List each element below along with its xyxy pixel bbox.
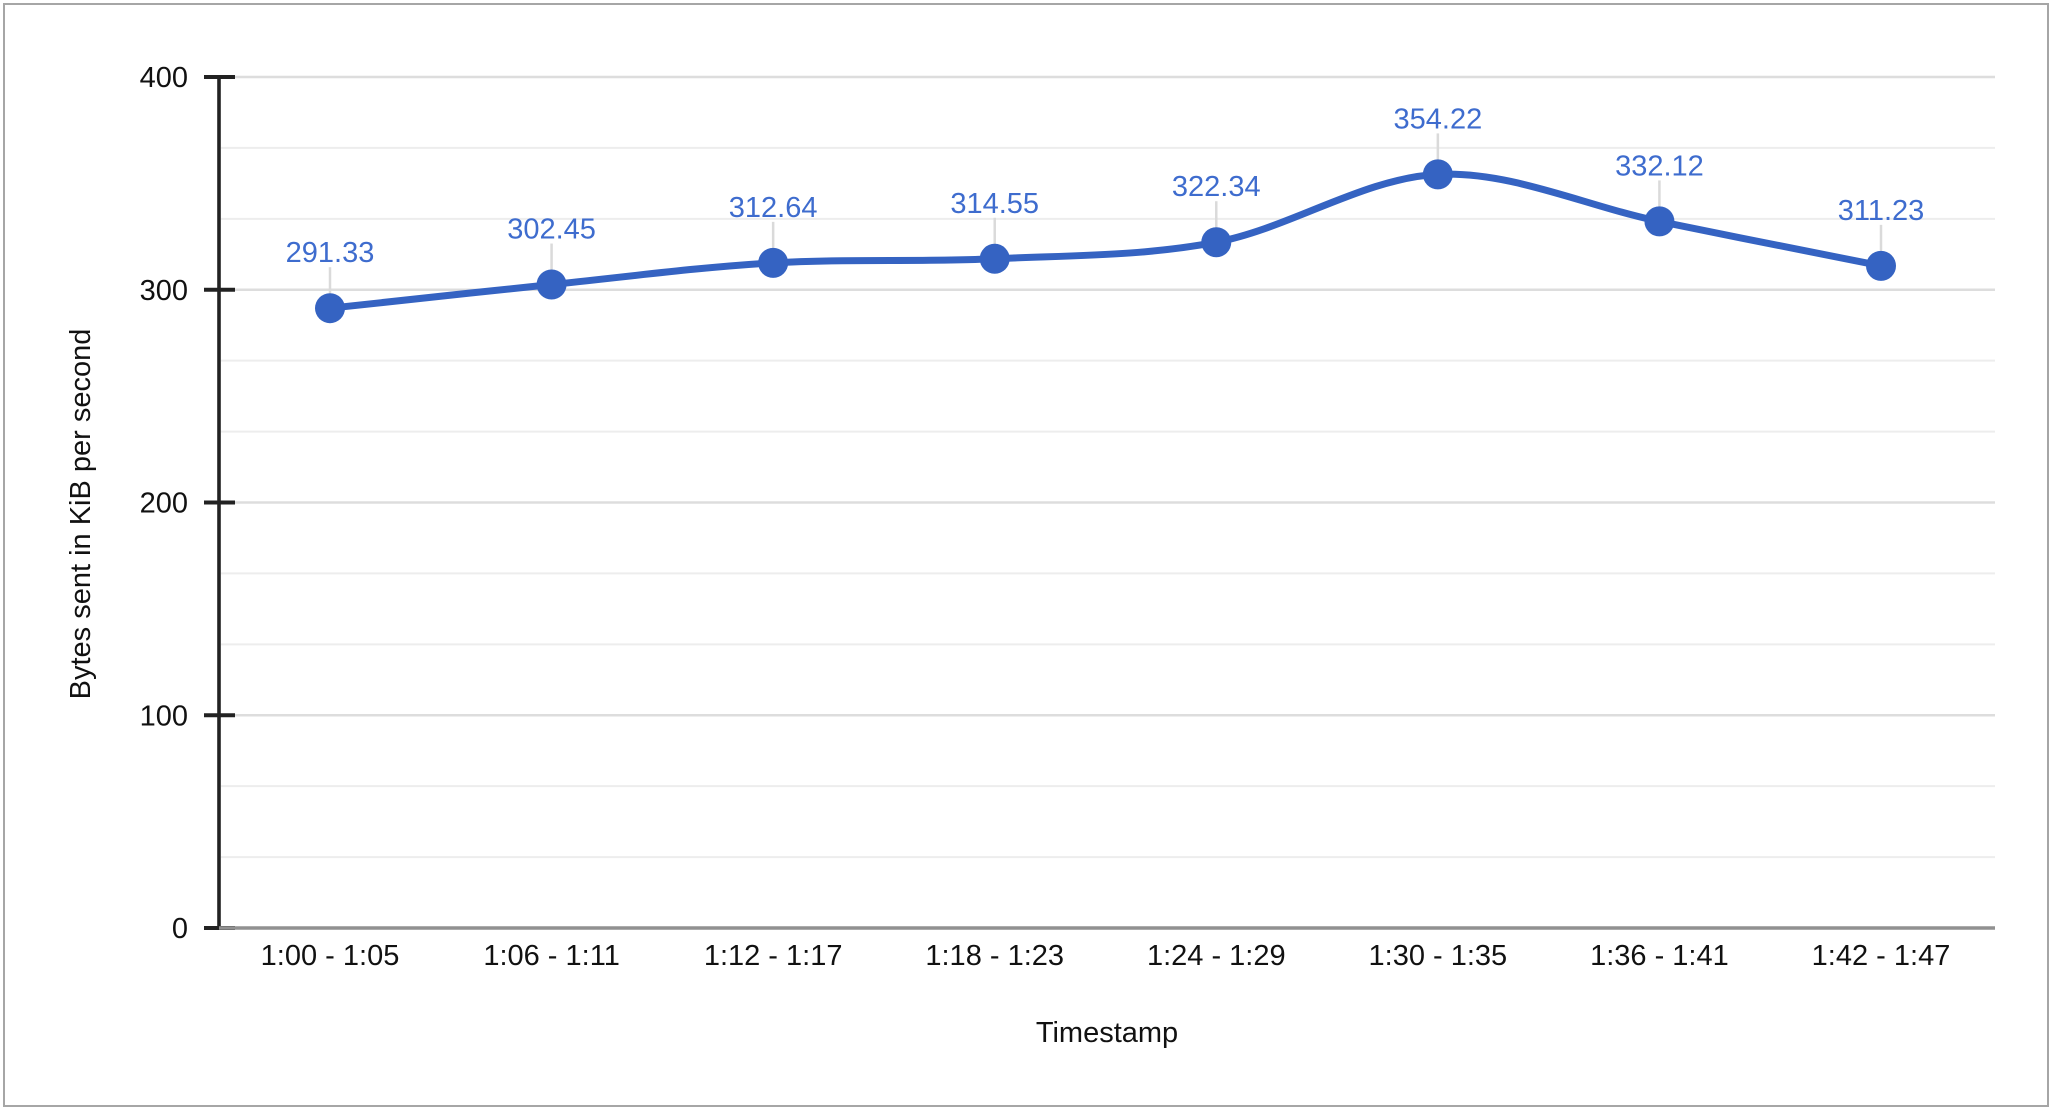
data-point[interactable] (758, 247, 789, 278)
data-label: 354.22 (1394, 103, 1483, 135)
data-label: 291.33 (286, 237, 375, 269)
y-axis-tick (204, 75, 235, 79)
data-point[interactable] (1422, 159, 1453, 190)
y-tick-label: 400 (140, 62, 188, 94)
y-tick-label: 0 (172, 913, 188, 945)
data-point[interactable] (1201, 227, 1232, 258)
y-axis-tick (204, 287, 235, 292)
y-axis-tick (204, 713, 235, 718)
x-category-label: 1:30 - 1:35 (1369, 940, 1508, 972)
y-axis (204, 75, 235, 930)
series-line (326, 170, 1885, 312)
y-axis-tick (204, 500, 235, 505)
data-point[interactable] (315, 293, 345, 324)
y-tick-label: 200 (140, 488, 188, 520)
x-category-label: 1:18 - 1:23 (925, 940, 1064, 972)
data-label: 302.45 (507, 214, 596, 246)
y-axis-title: Bytes sent in KiB per second (65, 329, 97, 700)
x-category-label: 1:36 - 1:41 (1590, 940, 1729, 972)
x-category-label: 1:12 - 1:17 (704, 940, 843, 972)
x-category-label: 1:06 - 1:11 (483, 940, 620, 972)
data-point[interactable] (1644, 206, 1675, 237)
data-point[interactable] (979, 243, 1010, 274)
data-label: 322.34 (1172, 171, 1261, 203)
data-point[interactable] (1866, 250, 1896, 281)
chart-container: 291.33 302.45 312.64 314.55 322.34 354.22 332.… (3, 3, 2049, 1107)
data-labels: 291.33 302.45 312.64 314.55 322.34 354.22 332.… (286, 103, 1925, 269)
x-category-labels: 1:00 - 1:05 1:06 - 1:11 1:12 - 1:17 1:18 - … (261, 940, 1951, 972)
data-label: 314.55 (950, 188, 1039, 220)
line-chart-svg: 291.33 302.45 312.64 314.55 322.34 354.22 332.… (65, 62, 1995, 1049)
data-points (315, 159, 1896, 324)
series-path (326, 170, 1885, 312)
x-category-label: 1:00 - 1:05 (261, 940, 400, 972)
y-tick-label: 100 (140, 700, 188, 732)
data-label: 311.23 (1838, 195, 1925, 227)
x-category-label: 1:42 - 1:47 (1812, 940, 1951, 972)
x-category-label: 1:24 - 1:29 (1147, 940, 1286, 972)
y-tick-labels: 0 100 200 300 400 (140, 62, 188, 945)
data-label: 332.12 (1615, 150, 1704, 182)
x-axis-title: Timestamp (1036, 1017, 1178, 1049)
data-point[interactable] (536, 269, 567, 300)
data-label: 312.64 (729, 192, 818, 224)
gridlines (221, 75, 1995, 859)
y-tick-label: 300 (140, 275, 188, 307)
